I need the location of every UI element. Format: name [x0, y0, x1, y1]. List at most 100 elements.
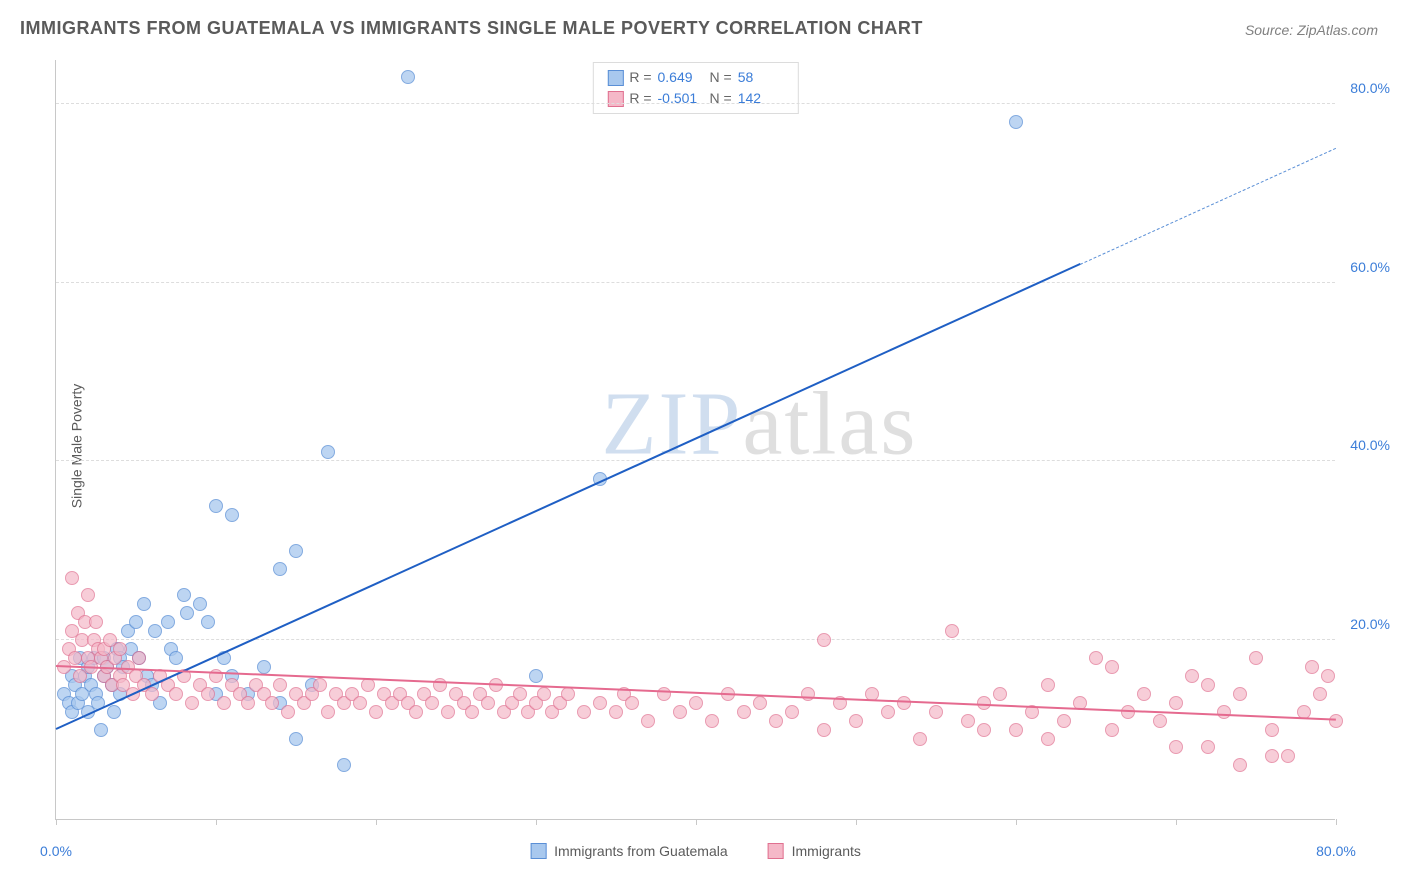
- data-point-guatemala: [321, 445, 335, 459]
- y-tick-label: 60.0%: [1350, 259, 1390, 275]
- data-point-immigrants: [1321, 669, 1335, 683]
- data-point-immigrants: [1217, 705, 1231, 719]
- legend-swatch: [530, 843, 546, 859]
- data-point-immigrants: [313, 678, 327, 692]
- data-point-immigrants: [1265, 723, 1279, 737]
- data-point-immigrants: [113, 642, 127, 656]
- data-point-immigrants: [481, 696, 495, 710]
- data-point-immigrants: [1041, 732, 1055, 746]
- data-point-immigrants: [977, 723, 991, 737]
- data-point-immigrants: [265, 696, 279, 710]
- data-point-immigrants: [465, 705, 479, 719]
- data-point-immigrants: [201, 687, 215, 701]
- data-point-immigrants: [185, 696, 199, 710]
- chart-title: IMMIGRANTS FROM GUATEMALA VS IMMIGRANTS …: [20, 18, 923, 39]
- legend-r-label: R =: [629, 88, 651, 109]
- x-tick-label: 0.0%: [40, 843, 72, 859]
- data-point-guatemala: [148, 624, 162, 638]
- data-point-immigrants: [1265, 749, 1279, 763]
- legend-r-value: 0.649: [658, 67, 704, 88]
- data-point-guatemala: [201, 615, 215, 629]
- data-point-guatemala: [169, 651, 183, 665]
- data-point-immigrants: [561, 687, 575, 701]
- gridline: [56, 282, 1335, 283]
- data-point-immigrants: [65, 571, 79, 585]
- gridline: [56, 460, 1335, 461]
- x-tick-mark: [696, 819, 697, 825]
- data-point-immigrants: [409, 705, 423, 719]
- data-point-guatemala: [177, 588, 191, 602]
- data-point-immigrants: [849, 714, 863, 728]
- data-point-immigrants: [1201, 678, 1215, 692]
- data-point-immigrants: [929, 705, 943, 719]
- data-point-guatemala: [257, 660, 271, 674]
- data-point-immigrants: [241, 696, 255, 710]
- data-point-immigrants: [1105, 660, 1119, 674]
- x-tick-mark: [1336, 819, 1337, 825]
- source-name: ZipAtlas.com: [1297, 22, 1378, 38]
- data-point-immigrants: [945, 624, 959, 638]
- data-point-guatemala: [193, 597, 207, 611]
- data-point-immigrants: [1169, 740, 1183, 754]
- data-point-immigrants: [1249, 651, 1263, 665]
- data-point-immigrants: [1089, 651, 1103, 665]
- data-point-guatemala: [337, 758, 351, 772]
- data-point-immigrants: [281, 705, 295, 719]
- legend-row-guatemala: R =0.649N =58: [607, 67, 783, 88]
- data-point-immigrants: [913, 732, 927, 746]
- x-tick-label: 80.0%: [1316, 843, 1356, 859]
- data-point-immigrants: [441, 705, 455, 719]
- data-point-guatemala: [289, 544, 303, 558]
- y-tick-label: 80.0%: [1350, 80, 1390, 96]
- data-point-immigrants: [1057, 714, 1071, 728]
- data-point-immigrants: [81, 588, 95, 602]
- data-point-guatemala: [289, 732, 303, 746]
- data-point-immigrants: [1305, 660, 1319, 674]
- x-minor-tick: [1176, 819, 1177, 825]
- data-point-immigrants: [1009, 723, 1023, 737]
- watermark-part-a: ZIP: [601, 375, 742, 474]
- data-point-immigrants: [737, 705, 751, 719]
- correlation-legend: R =0.649N =58R =-0.501N =142: [592, 62, 798, 114]
- data-point-guatemala: [529, 669, 543, 683]
- data-point-guatemala: [209, 499, 223, 513]
- data-point-immigrants: [625, 696, 639, 710]
- x-tick-mark: [376, 819, 377, 825]
- trend-line: [1080, 147, 1336, 264]
- legend-swatch: [768, 843, 784, 859]
- source-prefix: Source:: [1245, 22, 1297, 38]
- legend-swatch: [607, 70, 623, 86]
- legend-r-label: R =: [629, 67, 651, 88]
- legend-label: Immigrants: [792, 843, 861, 859]
- watermark-part-b: atlas: [742, 375, 917, 474]
- data-point-guatemala: [161, 615, 175, 629]
- legend-r-value: -0.501: [658, 88, 704, 109]
- data-point-immigrants: [817, 723, 831, 737]
- data-point-immigrants: [89, 615, 103, 629]
- data-point-immigrants: [169, 687, 183, 701]
- data-point-immigrants: [369, 705, 383, 719]
- data-point-guatemala: [225, 508, 239, 522]
- data-point-guatemala: [273, 562, 287, 576]
- x-minor-tick: [856, 819, 857, 825]
- data-point-immigrants: [1201, 740, 1215, 754]
- legend-n-value: 142: [738, 88, 784, 109]
- legend-n-label: N =: [710, 67, 732, 88]
- data-point-immigrants: [1153, 714, 1167, 728]
- data-point-immigrants: [577, 705, 591, 719]
- legend-label: Immigrants from Guatemala: [554, 843, 728, 859]
- data-point-immigrants: [1137, 687, 1151, 701]
- data-point-immigrants: [537, 687, 551, 701]
- data-point-immigrants: [817, 633, 831, 647]
- data-point-immigrants: [705, 714, 719, 728]
- data-point-immigrants: [881, 705, 895, 719]
- data-point-immigrants: [593, 696, 607, 710]
- data-point-immigrants: [609, 705, 623, 719]
- trend-line: [56, 263, 1081, 730]
- y-tick-label: 40.0%: [1350, 437, 1390, 453]
- gridline: [56, 103, 1335, 104]
- data-point-immigrants: [1105, 723, 1119, 737]
- legend-n-label: N =: [710, 88, 732, 109]
- x-tick-mark: [56, 819, 57, 825]
- data-point-immigrants: [353, 696, 367, 710]
